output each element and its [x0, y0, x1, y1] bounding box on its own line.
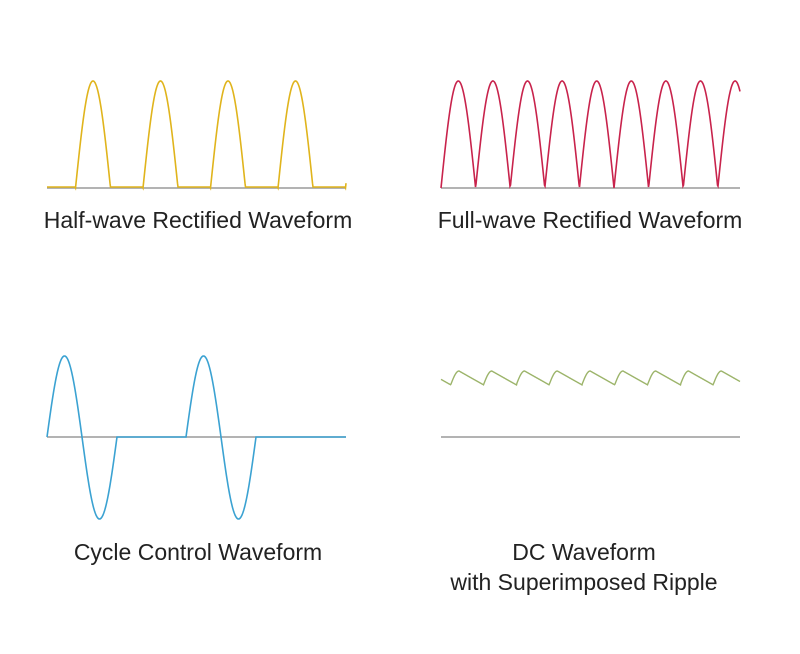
dc-ripple-title: DC Waveform	[512, 539, 656, 565]
cycle-control-trace	[46, 355, 346, 520]
dc-ripple-trace	[440, 370, 741, 386]
dc-ripple-subtitle: with Superimposed Ripple	[450, 569, 718, 595]
full-wave-label: Full-wave Rectified Waveform	[437, 207, 743, 233]
cycle-control-label: Cycle Control Waveform	[73, 539, 323, 565]
dc-ripple-label: DC Waveform with Superimposed Ripple	[384, 537, 784, 597]
full-wave-trace	[440, 80, 741, 189]
half-wave-label: Half-wave Rectified Waveform	[43, 207, 353, 233]
half-wave-trace	[47, 80, 347, 191]
